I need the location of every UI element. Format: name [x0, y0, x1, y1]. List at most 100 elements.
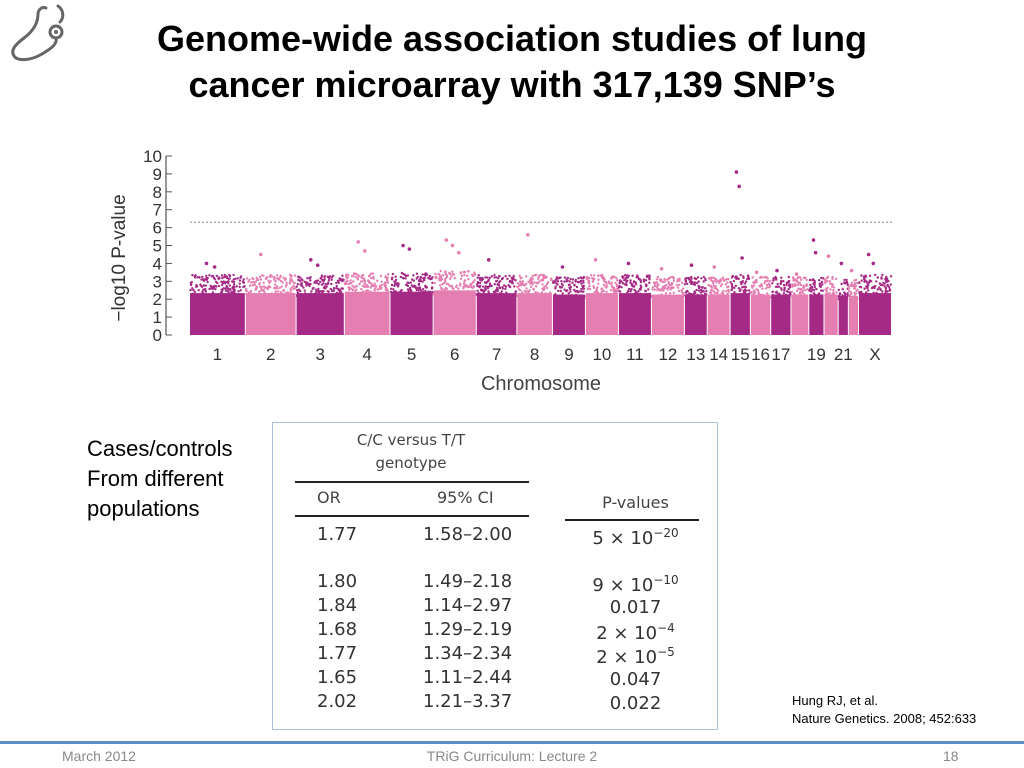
snp-point — [847, 287, 851, 290]
snp-point — [710, 286, 713, 289]
snp-point — [540, 291, 544, 294]
snp-point — [697, 280, 700, 283]
snp-point — [326, 282, 329, 286]
snp-point — [233, 286, 236, 289]
snp-point-notable — [212, 265, 217, 269]
snp-point — [516, 282, 520, 285]
snp-point — [484, 276, 487, 279]
snp-point — [214, 280, 218, 284]
genotype-group-header: C/C versus T/T genotype — [321, 429, 501, 475]
snp-point — [625, 283, 628, 287]
snp-point — [277, 278, 280, 281]
snp-point — [391, 272, 395, 276]
snp-point — [714, 285, 717, 288]
snp-point-notable — [315, 263, 320, 267]
snp-point — [512, 277, 515, 281]
snp-point — [701, 289, 704, 292]
snp-point — [374, 292, 377, 295]
snp-point — [796, 276, 799, 280]
chromosome-band-21 — [838, 295, 848, 335]
snp-point — [316, 279, 320, 282]
snp-point — [782, 280, 785, 283]
snp-point — [419, 275, 422, 279]
snp-point — [776, 283, 779, 286]
page-number: 18 — [943, 748, 959, 764]
snp-point — [604, 296, 607, 299]
snp-point — [440, 291, 443, 294]
y-tick-label: 1 — [153, 308, 162, 327]
snp-point — [719, 278, 722, 281]
snp-point — [726, 292, 729, 295]
snp-point — [514, 291, 517, 294]
p-value-cell: 2 × 10−5 — [573, 645, 698, 668]
snp-point — [330, 289, 334, 293]
snp-point — [752, 292, 755, 295]
snp-point — [747, 289, 751, 292]
snp-point — [397, 294, 400, 297]
snp-point — [718, 281, 721, 285]
snp-point — [798, 281, 801, 285]
snp-point — [797, 287, 800, 290]
snp-point — [255, 276, 258, 280]
snp-point — [330, 282, 333, 286]
snp-point — [645, 284, 648, 287]
snp-point — [545, 282, 549, 286]
snp-point — [495, 288, 498, 292]
snp-point — [416, 294, 419, 297]
snp-point — [421, 280, 424, 283]
p-value-exponent: −4 — [657, 621, 675, 635]
snp-point — [201, 291, 205, 295]
snp-point — [392, 290, 396, 293]
snp-point — [639, 293, 642, 296]
snp-point — [737, 287, 740, 290]
snp-point — [805, 278, 808, 282]
snp-point — [757, 292, 760, 295]
snp-point — [384, 282, 387, 286]
snp-point — [580, 282, 583, 285]
snp-point-notable — [689, 263, 694, 267]
confidence-interval-cell: 1.58–2.00 — [423, 524, 513, 545]
snp-point — [353, 272, 356, 276]
snp-point — [529, 285, 533, 289]
snp-point — [239, 289, 242, 292]
snp-point — [490, 275, 493, 278]
snp-point — [571, 278, 575, 281]
snp-point — [213, 278, 217, 281]
snp-point — [574, 280, 577, 283]
snp-point — [260, 274, 264, 277]
snp-point — [293, 281, 296, 285]
snp-point — [451, 270, 454, 273]
snp-point — [703, 296, 706, 299]
snp-point — [740, 295, 743, 298]
x-tick-label: 1 — [213, 345, 222, 364]
snp-point — [525, 287, 528, 290]
snp-point — [500, 290, 503, 293]
snp-point — [703, 287, 706, 290]
snp-point — [292, 287, 295, 291]
snp-point — [722, 279, 726, 282]
snp-point — [784, 293, 788, 296]
snp-point — [771, 282, 774, 285]
snp-point — [401, 276, 405, 280]
snp-point — [225, 296, 228, 299]
snp-point — [296, 291, 299, 294]
snp-point — [734, 293, 737, 296]
snp-point — [565, 289, 568, 293]
snp-point — [493, 276, 496, 279]
snp-point — [696, 293, 699, 297]
snp-point — [672, 296, 675, 299]
snp-point — [444, 290, 447, 294]
snp-point — [714, 278, 718, 281]
snp-point — [830, 285, 834, 288]
snp-point — [540, 278, 543, 282]
snp-point-notable — [309, 258, 313, 262]
snp-point — [815, 287, 818, 291]
snp-point — [344, 282, 348, 286]
snp-point — [330, 278, 333, 281]
odds-ratio-cell: 1.65 — [317, 667, 358, 688]
snp-point — [812, 294, 815, 297]
snp-point — [201, 275, 204, 279]
snp-point — [441, 274, 445, 277]
snp-point — [262, 281, 265, 284]
snp-point — [370, 284, 373, 287]
